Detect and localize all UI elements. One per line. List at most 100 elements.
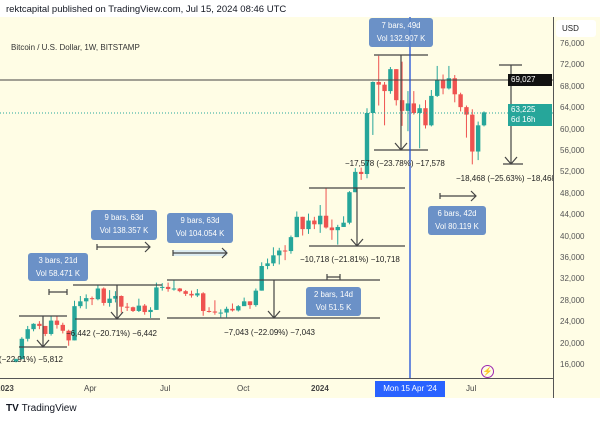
range-box-4: 2 bars, 14d Vol 51.5 K [306, 287, 361, 316]
chart-plot-area[interactable]: Bitcoin / U.S. Dollar, 1W, BITSTAMP −5,8… [0, 17, 553, 378]
candle [329, 219, 335, 240]
candle [84, 294, 89, 309]
candle-body [452, 78, 457, 95]
measure-label-4: −10,718 (−21.81%) −10,718 [300, 255, 400, 264]
candle [440, 74, 446, 95]
candle-body [282, 250, 288, 252]
candle-body [84, 298, 89, 302]
candle [247, 301, 253, 309]
date-range-arrow-5 [439, 190, 477, 202]
candle-body [48, 320, 54, 334]
candle [130, 306, 136, 313]
candle-body [43, 325, 48, 334]
candle [394, 69, 399, 106]
candle-body [475, 125, 481, 152]
candle-body [364, 113, 370, 175]
candle-body [353, 171, 358, 193]
currency-label[interactable]: USD [556, 20, 596, 37]
horizontal-line-price-label: 69,027 [508, 74, 552, 86]
measure-drawings [19, 54, 523, 348]
date-range-arrow-3 [172, 247, 228, 259]
measure-label-1: −5,812 (−22.91%) −5,812 [0, 355, 63, 364]
candle [405, 91, 411, 132]
candle [464, 105, 469, 138]
symbol-title: Bitcoin / U.S. Dollar, 1W, BITSTAMP [11, 43, 140, 52]
candle-body [165, 286, 171, 290]
lightning-event-icon[interactable]: ⚡ [481, 365, 494, 378]
candle [265, 258, 270, 270]
candle [341, 216, 346, 227]
candle [452, 75, 457, 103]
time-tick-label: 2023 [0, 384, 14, 393]
candle-body [113, 295, 118, 299]
candle-body [341, 222, 346, 227]
price-axis[interactable]: 76,000 72,000 68,000 64,000 60,000 56,000 52,0… [553, 17, 600, 398]
candle-body [89, 298, 95, 300]
price-tick-label: 16,000 [560, 360, 585, 369]
candle [142, 304, 147, 315]
candle [201, 292, 206, 316]
candle-body [265, 263, 270, 267]
candle-body [236, 306, 241, 311]
candle [423, 100, 428, 129]
candle-body [212, 311, 218, 313]
measure-label-6: −18,468 (−25.63%) −18,468 [456, 174, 553, 183]
price-tick-label: 52,000 [560, 167, 585, 177]
candle-body [247, 301, 253, 306]
time-axis[interactable]: 2023 Apr Jul Oct 2024 Jul [0, 378, 553, 398]
candle [78, 295, 83, 309]
candle [335, 224, 340, 245]
candle [89, 296, 95, 306]
tradingview-logo[interactable]: TV TradingView [6, 403, 77, 414]
candle [294, 211, 299, 238]
candle [195, 289, 200, 298]
candle [113, 291, 118, 303]
candle-body [54, 320, 60, 325]
candle-body [417, 108, 422, 114]
candle-body [136, 305, 142, 311]
candle [253, 288, 259, 307]
candle [171, 280, 177, 291]
candle [136, 298, 142, 313]
candle [364, 108, 370, 179]
time-tick-label: Oct [237, 384, 250, 393]
candle [271, 247, 276, 267]
candle [31, 323, 36, 332]
time-tick-label: 2024 [311, 384, 329, 393]
candle-body [429, 95, 434, 126]
price-tick-label: 48,000 [560, 188, 585, 198]
candle-body [347, 192, 352, 223]
candle [218, 309, 223, 318]
candle [212, 300, 218, 315]
candle-body [440, 79, 446, 89]
price-tick-label: 76,000 [560, 39, 585, 48]
candle-body [288, 237, 294, 252]
candle [95, 284, 101, 301]
candle-body [230, 308, 235, 311]
candle [481, 111, 487, 127]
measure-3 [167, 279, 380, 319]
candle-body [329, 227, 335, 231]
candle-body [306, 220, 311, 230]
candle-body [312, 220, 317, 225]
candle-body [394, 69, 399, 101]
candle [318, 205, 323, 233]
measure-label-5: −17,578 (−23.78%) −17,578 [345, 159, 445, 168]
candle-body [201, 293, 206, 311]
range-box-1: 3 bars, 21d Vol 58.471 K [28, 253, 88, 281]
publisher-header: rektcapital published on TradingView.com… [6, 4, 287, 15]
candle [177, 287, 182, 293]
candle-body [37, 323, 42, 326]
candle-body [31, 323, 36, 330]
candle [370, 81, 376, 135]
candle-body [177, 288, 182, 292]
candle-body [224, 308, 229, 313]
price-tick-label: 68,000 [560, 81, 585, 91]
price-tick-label: 64,000 [560, 103, 585, 113]
candle [160, 283, 165, 291]
candle [417, 104, 422, 149]
candle-body [335, 226, 340, 231]
candle-body [124, 306, 130, 308]
candle [19, 337, 25, 360]
candle-body [60, 324, 65, 331]
